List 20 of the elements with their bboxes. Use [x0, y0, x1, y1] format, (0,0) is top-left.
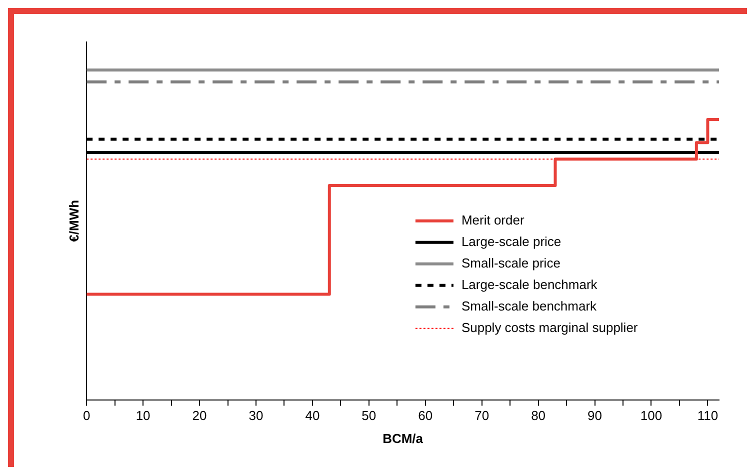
y-axis-title: €/MWh	[66, 200, 82, 242]
legend-label: Merit order	[461, 212, 525, 228]
legend-label: Small-scale benchmark	[461, 298, 598, 314]
x-tick-label: 70	[474, 408, 490, 424]
legend-label: Supply costs marginal supplier	[461, 320, 638, 335]
x-tick-label: 0	[82, 408, 90, 424]
x-tick-label: 110	[697, 408, 718, 424]
legend-label: Small-scale price	[461, 255, 560, 270]
legend-label: Large-scale benchmark	[461, 276, 598, 292]
x-tick-label: 60	[418, 408, 433, 424]
x-tick-label: 10	[136, 408, 150, 424]
legend-label: Large-scale price	[461, 234, 562, 249]
x-tick-label: 80	[531, 408, 546, 424]
x-tick-label: 30	[248, 408, 264, 424]
x-tick-label: 100	[640, 408, 662, 424]
x-axis-title: BCM/a	[382, 430, 424, 446]
x-tick-label: 90	[588, 408, 602, 424]
x-tick-label: 50	[362, 408, 376, 424]
x-tick-label: 40	[305, 408, 320, 424]
x-tick-label: 20	[192, 408, 207, 424]
